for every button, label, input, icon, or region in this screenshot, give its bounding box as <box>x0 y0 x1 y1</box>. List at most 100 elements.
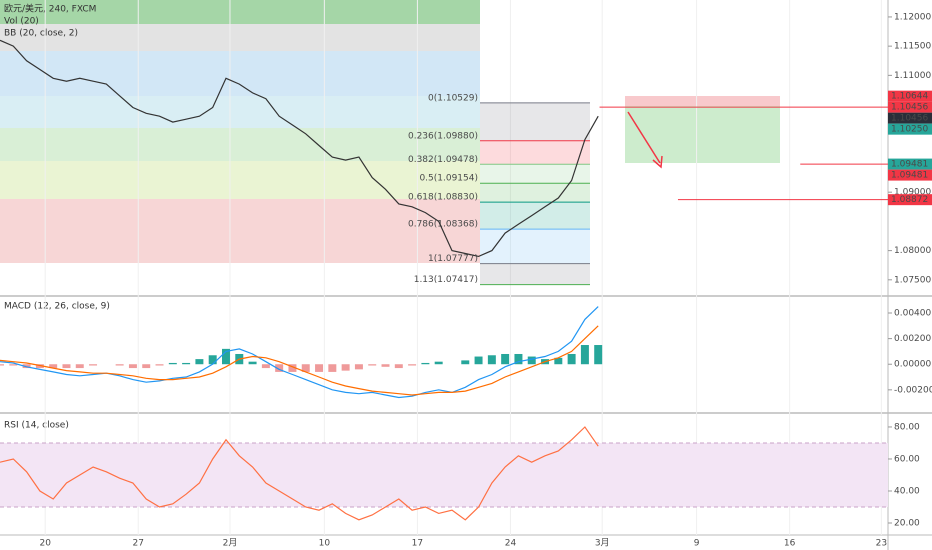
histogram-bar <box>89 364 98 366</box>
histogram-bar <box>301 364 310 372</box>
price-tag <box>888 169 932 181</box>
histogram-bar <box>434 361 443 365</box>
x-tick-label: 20 <box>39 539 51 549</box>
band <box>0 24 480 51</box>
price-tag <box>888 158 932 170</box>
target-zone <box>625 106 780 163</box>
histogram-bar <box>594 345 603 365</box>
fib-band <box>480 140 590 165</box>
arrow <box>627 111 661 164</box>
histogram-bar <box>288 364 297 372</box>
x-tick-label: 23 <box>876 539 887 549</box>
histogram-bar <box>128 364 137 369</box>
fib-label: 1(1.07777) <box>428 254 478 264</box>
fib-label: 1.13(1.07417) <box>414 275 478 285</box>
histogram-bar <box>527 356 536 365</box>
band <box>0 128 480 161</box>
histogram-bar <box>461 360 470 365</box>
x-tick-label: 9 <box>694 539 700 549</box>
y-tick-label: 1.12000 <box>894 12 931 22</box>
y-tick-label: 20.00 <box>894 518 920 528</box>
price-tag-label: 1.10644 <box>891 92 928 102</box>
histogram-bar <box>0 364 4 366</box>
y-tick-label: 1.11000 <box>894 71 931 81</box>
price-tag-label: 1.10250 <box>891 125 928 135</box>
histogram-bar <box>75 364 84 369</box>
series-line <box>0 306 599 399</box>
histogram-bar <box>168 362 177 365</box>
histogram-bar <box>328 364 337 372</box>
histogram-bar <box>381 364 390 367</box>
histogram-bar <box>155 364 164 366</box>
band <box>0 199 480 263</box>
x-tick-label: 27 <box>133 539 144 549</box>
fib-label: 0.618(1.08830) <box>408 193 478 203</box>
y-tick-label: 0.00400 <box>894 309 931 319</box>
histogram-bar <box>142 364 151 369</box>
price-tag <box>888 112 932 124</box>
fib-label: 0.5(1.09154) <box>419 174 478 184</box>
y-tick-label: 40.00 <box>894 486 920 496</box>
histogram-bar <box>580 345 589 365</box>
indicator-title: MACD (12, 26, close, 9) <box>4 302 110 312</box>
histogram-bar <box>49 364 58 369</box>
histogram-bar <box>248 361 257 365</box>
price-tag-label: 1.10456 <box>891 103 928 113</box>
histogram-bar <box>182 362 191 365</box>
x-tick-label: 10 <box>319 539 331 549</box>
histogram-bar <box>62 364 71 369</box>
y-tick-label: 1.07500 <box>894 275 931 285</box>
histogram-bar <box>115 364 124 366</box>
histogram-bar <box>208 355 217 365</box>
fib-label: 0.382(1.09478) <box>408 155 478 165</box>
histogram-bar <box>315 364 324 372</box>
symbol-title: 欧元/美元, 240, FXCM <box>4 3 96 15</box>
histogram-bar <box>22 364 31 369</box>
band <box>0 51 480 96</box>
price-tag-label: 1.09481 <box>891 171 928 181</box>
fib-band <box>480 202 590 230</box>
fib-band <box>480 263 590 285</box>
band <box>0 161 480 199</box>
series-line <box>0 39 599 258</box>
price-tag <box>888 194 932 206</box>
indicator-title: Vol (20) <box>4 17 39 27</box>
histogram-bar <box>368 364 377 366</box>
rsi-band <box>0 442 888 507</box>
histogram-bar <box>501 353 510 365</box>
price-tag <box>888 90 932 102</box>
y-tick-label: 1.09000 <box>894 188 931 198</box>
histogram-bar <box>222 348 230 365</box>
histogram-bar <box>421 362 430 365</box>
histogram-bar <box>275 364 284 372</box>
background-bands <box>0 0 480 263</box>
fib-label: 0(1.10529) <box>428 93 478 103</box>
y-tick-label: -0.00200 <box>894 385 932 395</box>
y-tick-label: 80.00 <box>894 422 920 432</box>
position-box <box>625 96 780 169</box>
histogram-bar <box>354 364 363 370</box>
histogram-bar <box>341 364 350 371</box>
histogram-bar <box>474 356 483 365</box>
y-tick-label: 1.08000 <box>894 246 931 256</box>
x-tick-label: 17 <box>412 539 423 549</box>
x-tick-label: 2月 <box>223 538 238 549</box>
histogram-bar <box>554 357 563 365</box>
histogram-bar <box>487 355 496 365</box>
y-tick-label: 0.00200 <box>894 334 931 344</box>
histogram-bar <box>195 359 204 365</box>
y-tick-label: 0.00000 <box>894 360 931 370</box>
histogram-bar <box>567 353 576 365</box>
indicator-title: BB (20, close, 2) <box>4 29 78 39</box>
fib-label: 0.786(1.08368) <box>408 220 478 230</box>
indicator-title: RSI (14, close) <box>4 421 69 431</box>
x-tick-label: 16 <box>784 539 796 549</box>
histogram-bar <box>35 364 44 369</box>
band <box>0 0 480 24</box>
stop-zone <box>625 96 780 106</box>
price-tag-label: 1.08872 <box>891 195 928 205</box>
arrow-head <box>652 155 663 169</box>
histogram-bar <box>261 364 270 369</box>
fib-band <box>480 229 590 264</box>
